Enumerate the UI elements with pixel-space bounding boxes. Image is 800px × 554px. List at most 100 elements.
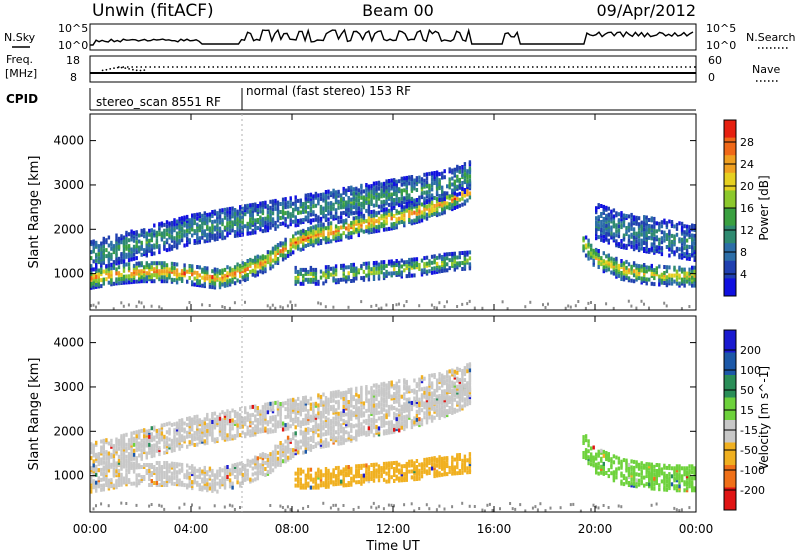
data-cell [347, 231, 350, 236]
data-cell [600, 228, 603, 232]
data-cell [191, 480, 194, 485]
data-cell [307, 467, 310, 472]
data-cell [274, 448, 277, 453]
data-cell [110, 246, 113, 251]
data-cell [251, 458, 254, 463]
data-cell [340, 435, 343, 440]
data-cell [307, 440, 310, 445]
data-cell [327, 217, 330, 222]
data-cell [196, 474, 199, 479]
data-cell [289, 212, 292, 217]
data-cell [468, 256, 472, 261]
data-cell [244, 420, 247, 425]
data-cell [332, 398, 335, 403]
data-cell [231, 279, 234, 284]
data-cell [309, 238, 313, 243]
data-cell [463, 250, 467, 255]
data-cell [372, 209, 376, 214]
data-cell [120, 462, 123, 467]
data-cell [244, 300, 246, 304]
data-cell [319, 223, 323, 228]
data-cell [138, 473, 141, 478]
data-cell [370, 228, 373, 232]
data-cell [271, 264, 275, 269]
data-cell [428, 269, 431, 274]
data-cell [279, 222, 282, 226]
data-cell [90, 256, 93, 261]
data-cell [360, 300, 363, 304]
data-cell [314, 275, 318, 280]
data-cell [610, 215, 613, 220]
data-cell [292, 250, 295, 255]
data-cell [297, 240, 300, 245]
data-cell [360, 189, 363, 194]
data-cell [95, 484, 98, 489]
data-cell [135, 434, 138, 439]
data-cell [231, 463, 234, 468]
data-cell [685, 271, 689, 276]
data-cell [446, 300, 448, 304]
data-cell [193, 415, 196, 420]
data-cell [107, 263, 111, 268]
data-cell [259, 201, 262, 206]
data-cell [264, 255, 267, 260]
data-cell [148, 473, 151, 477]
data-cell [110, 270, 113, 275]
data-cell [279, 453, 282, 457]
data-cell [329, 266, 333, 271]
data-cell [302, 402, 305, 406]
data-cell [102, 444, 105, 449]
data-cell [286, 204, 290, 209]
data-cell [680, 277, 684, 282]
data-cell [620, 277, 623, 281]
data-cell [264, 200, 267, 205]
data-cell [97, 268, 100, 273]
data-cell [643, 277, 646, 281]
data-cell [233, 271, 237, 276]
data-cell [163, 422, 166, 427]
data-cell [213, 473, 217, 478]
data-cell [418, 195, 421, 200]
data-cell [322, 408, 325, 413]
data-cell [125, 446, 128, 451]
data-cell [675, 246, 679, 251]
data-cell [620, 211, 623, 216]
data-cell [170, 220, 174, 225]
data-cell [327, 417, 330, 422]
data-cell [92, 267, 95, 272]
data-cell [375, 225, 378, 230]
data-cell [385, 179, 388, 184]
data-cell [630, 270, 633, 275]
data-cell [357, 233, 360, 238]
data-cell [201, 303, 204, 307]
data-cell [683, 230, 686, 235]
data-cell [145, 429, 148, 434]
data-cell [655, 229, 658, 234]
data-cell [342, 477, 345, 482]
data-cell [178, 238, 181, 243]
data-cell [178, 462, 181, 467]
data-cell [605, 213, 608, 218]
colorbar-swatch [724, 120, 736, 139]
data-cell [319, 269, 323, 274]
data-cell [607, 206, 610, 211]
data-cell [223, 431, 227, 436]
data-cell [605, 302, 608, 306]
data-cell [122, 235, 126, 240]
data-cell [100, 284, 103, 289]
data-cell [372, 187, 376, 192]
data-cell [405, 201, 408, 206]
data-cell [153, 251, 156, 256]
data-cell [428, 171, 431, 176]
nave-dot [143, 69, 146, 71]
data-cell [236, 429, 239, 434]
data-cell [577, 300, 580, 303]
data-cell [380, 260, 383, 265]
data-cell [425, 255, 429, 260]
data-cell [241, 224, 244, 229]
data-cell [165, 461, 169, 465]
data-cell [193, 213, 196, 218]
data-cell [312, 210, 315, 215]
data-cell [286, 406, 290, 411]
data-cell [254, 222, 257, 227]
